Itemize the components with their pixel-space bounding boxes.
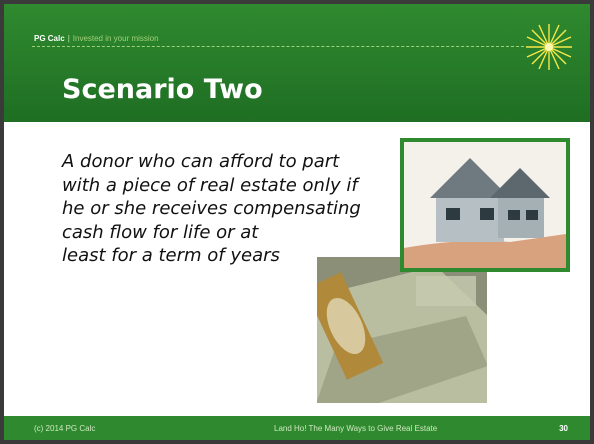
tagline: Invested in your mission [73,34,159,43]
divider [32,46,524,47]
money-photo [316,256,488,404]
page-number: 30 [559,424,568,433]
copyright: (c) 2014 PG Calc [34,424,95,433]
footer: (c) 2014 PG Calc Land Ho! The Many Ways … [4,416,590,440]
body-line: cash flow for life or at [62,221,362,245]
header: PG Calc|Invested in your mission Scenari… [4,4,590,122]
house-photo [400,138,570,272]
body-line: he or she receives compensating [62,197,362,221]
starburst [524,22,574,72]
slide-title: Scenario Two [62,74,263,105]
separator: | [68,34,70,43]
footer-title: Land Ho! The Many Ways to Give Real Esta… [274,424,437,433]
body-text: A donor who can afford to part with a pi… [62,150,362,268]
top-line: PG Calc|Invested in your mission [34,34,159,43]
slide: PG Calc|Invested in your mission Scenari… [0,0,594,444]
body-line: A donor who can afford to part [62,150,362,174]
body-line: with a piece of real estate only if [62,174,362,198]
brand: PG Calc [34,34,65,43]
